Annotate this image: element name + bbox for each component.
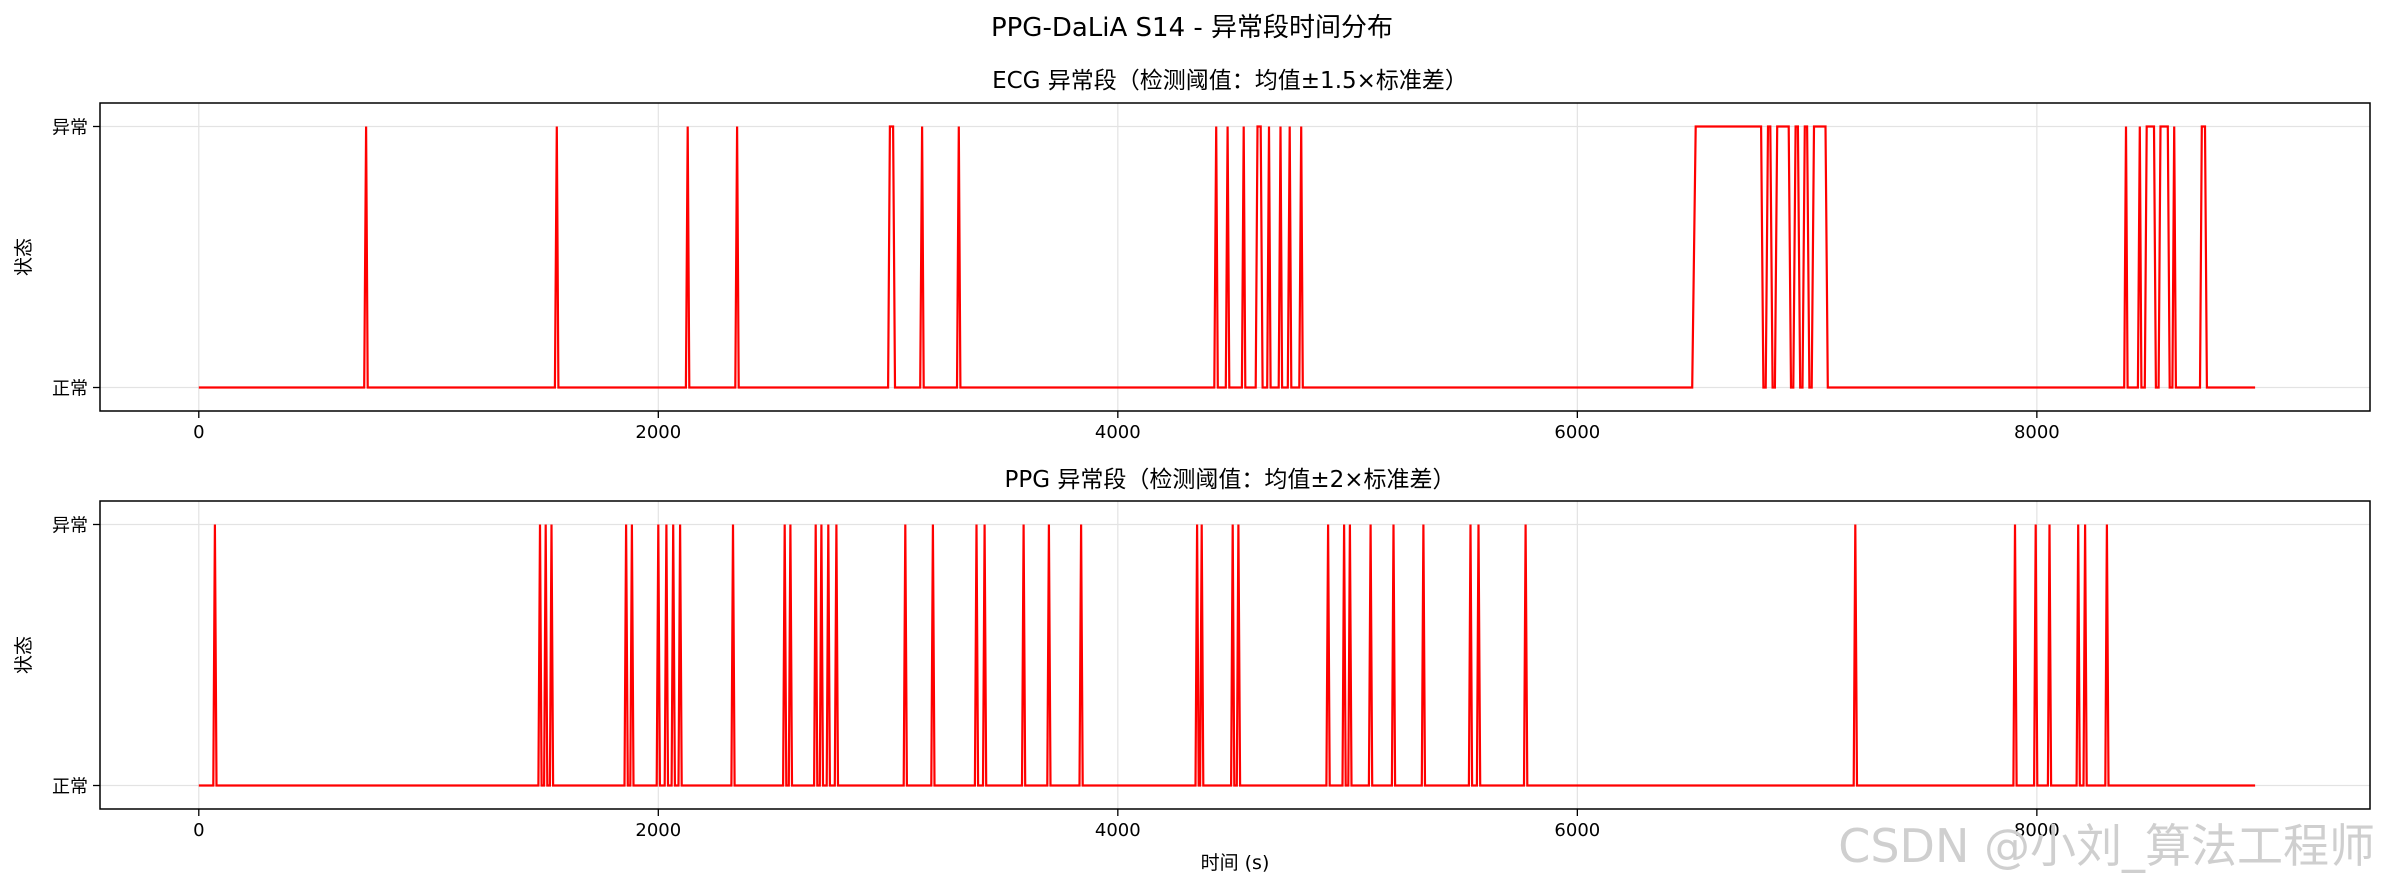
csdn-watermark: CSDN @小刘_算法工程师 [1838,819,2375,873]
ecg-x-tick-label: 4000 [1095,422,1141,443]
ppg-plot-frame [99,500,2371,810]
ppg-x-tick-label: 6000 [1554,820,1600,841]
ppg-x-tick-label: 8000 [2014,820,2060,841]
ecg-anomaly-panel: ECG 异常段（检测阈值：均值±1.5×标准差） 0 2000 4000 6000 80… [13,68,2371,443]
ppg-y-tick-label: 异常 [52,515,88,536]
ecg-panel-title: ECG 异常段（检测阈值：均值±1.5×标准差） [992,68,1468,94]
ppg-anomaly-panel: PPG 异常段（检测阈值：均值±2×标准差） 0 2000 4000 6000 8000… [13,467,2371,874]
ppg-x-tick-label: 4000 [1095,820,1141,841]
ppg-ticks: 0 2000 4000 6000 8000 正常 异常 [52,515,2060,841]
ppg-anomaly-line [198,524,2256,787]
ppg-x-axis-label: 时间 (s) [1201,852,1270,874]
ppg-x-tick-label: 0 [193,820,204,841]
ecg-y-tick-label: 异常 [52,117,88,138]
ecg-x-tick-label: 2000 [635,422,681,443]
ecg-y-axis-label: 状态 [13,238,35,276]
ppg-y-tick-label: 正常 [52,777,88,798]
ppg-panel-title: PPG 异常段（检测阈值：均值±2×标准差） [1004,467,1455,493]
ppg-x-tick-label: 2000 [635,820,681,841]
ecg-x-tick-label: 0 [193,422,204,443]
ecg-x-tick-label: 8000 [2014,422,2060,443]
ecg-x-tick-label: 6000 [1554,422,1600,443]
ecg-y-tick-label: 正常 [52,379,88,400]
ecg-anomaly-line [198,125,2256,389]
ecg-plot-frame [99,102,2371,412]
ppg-y-axis-label: 状态 [13,636,35,674]
figure-suptitle: PPG-DaLiA S14 - 异常段时间分布 [991,13,1393,43]
ecg-ticks: 0 2000 4000 6000 8000 正常 异常 [52,117,2060,443]
